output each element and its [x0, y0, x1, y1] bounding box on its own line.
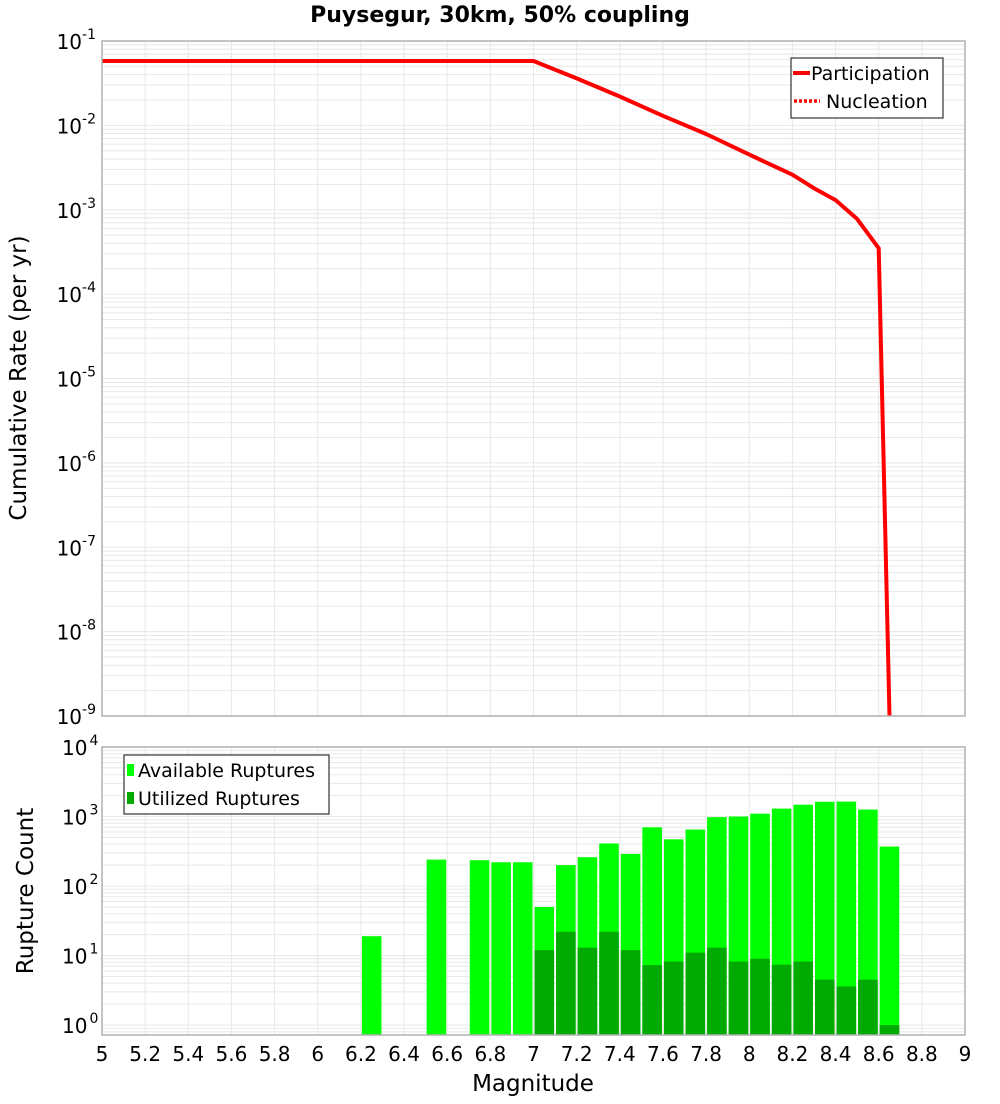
x-tick-label: 5 [96, 1042, 109, 1066]
x-tick-label: 6 [311, 1042, 324, 1066]
available-legend-swatch [127, 764, 134, 776]
available-bar [858, 809, 878, 1035]
x-tick-label: 9 [959, 1042, 972, 1066]
top-plot-frame [101, 40, 966, 717]
y-tick-label: 10 4 [62, 733, 98, 760]
x-tick-label: 6.8 [474, 1042, 506, 1066]
utilized-legend-label: Utilized Ruptures [138, 788, 300, 810]
utilized-bar [879, 1025, 900, 1035]
top-y-axis-label: Cumulative Rate (per yr) [6, 235, 32, 520]
y-tick-label: 10 1 [62, 942, 98, 969]
y-tick-label: 10-9 [57, 702, 96, 729]
x-tick-label: 8.4 [820, 1042, 852, 1066]
available-bar [879, 846, 900, 1035]
x-tick-label: 6.6 [431, 1042, 463, 1066]
available-bar [426, 859, 447, 1035]
bottom-plot-frame [101, 746, 966, 1036]
utilized-bar [599, 931, 619, 1035]
utilized-bar [858, 979, 878, 1035]
utilized-bar [814, 979, 835, 1035]
utilized-bar [728, 961, 749, 1035]
x-axis-label: Magnitude [472, 1071, 594, 1097]
y-tick-label: 10-5 [57, 365, 96, 392]
top-y-axis-ticks: 10-1 10-2 10-3 10-4 10-5 10-6 10-7 10-8 10-9 [57, 27, 97, 729]
y-tick-label: 10-4 [57, 280, 97, 307]
top-legend-box [790, 57, 944, 119]
y-tick-label: 10 0 [62, 1011, 98, 1038]
utilized-bar [707, 947, 727, 1035]
x-tick-label: 8 [743, 1042, 756, 1066]
y-tick-label: 10-2 [57, 111, 96, 138]
x-tick-label: 7.4 [604, 1042, 636, 1066]
utilized-bar [685, 952, 706, 1035]
utilized-bar [556, 931, 576, 1035]
available-legend-label: Available Ruptures [138, 760, 315, 782]
x-tick-label: 7 [527, 1042, 540, 1066]
utilized-bar [577, 947, 598, 1035]
top-legend: Participation Nucleation [790, 57, 944, 119]
y-tick-label: 10-8 [57, 618, 96, 645]
top-plot-lines [102, 59, 892, 717]
utilized-bar [534, 950, 555, 1035]
top-plot-grid [101, 41, 966, 717]
available-bar [836, 801, 857, 1035]
available-bar [469, 860, 490, 1035]
y-tick-label: 10-1 [57, 27, 96, 54]
x-tick-label: 6.4 [388, 1042, 420, 1066]
participation-legend-label: Participation [811, 63, 930, 85]
y-tick-label: 10 3 [62, 803, 98, 830]
x-tick-label: 7.6 [647, 1042, 679, 1066]
x-tick-label: 6.2 [345, 1042, 377, 1066]
utilized-bar [836, 986, 857, 1035]
x-tick-label: 8.2 [776, 1042, 808, 1066]
bottom-legend: Available Ruptures Utilized Ruptures [123, 754, 330, 815]
bottom-legend-box [123, 754, 330, 815]
y-tick-label: 10-3 [57, 196, 96, 223]
available-bar [512, 862, 533, 1035]
available-bar [814, 801, 835, 1035]
utilized-bar [750, 958, 770, 1035]
x-tick-label: 5.4 [172, 1042, 204, 1066]
utilized-bar [771, 964, 792, 1035]
bottom-y-axis-label: Rupture Count [13, 808, 39, 974]
available-bar [361, 936, 382, 1035]
y-tick-label: 10-7 [57, 533, 96, 560]
x-tick-label: 7.2 [561, 1042, 593, 1066]
x-axis-ticks: 5 5.2 5.4 5.6 5.8 6 6.2 6.4 6.6 6.8 7 7.2 7.4 7.6 7.8 8… [96, 1042, 972, 1066]
utilized-bar [642, 965, 662, 1035]
x-tick-label: 5.2 [129, 1042, 161, 1066]
chart-title: Puysegur, 30km, 50% coupling [310, 3, 690, 28]
utilized-legend-swatch [127, 792, 134, 804]
x-tick-label: 5.6 [216, 1042, 248, 1066]
utilized-bar [663, 961, 684, 1035]
x-tick-label: 5.8 [259, 1042, 291, 1066]
nucleation-legend-label: Nucleation [826, 91, 928, 113]
x-tick-label: 8.8 [906, 1042, 938, 1066]
utilized-bar [620, 950, 641, 1035]
x-tick-label: 7.8 [690, 1042, 722, 1066]
y-tick-label: 10-6 [57, 449, 97, 476]
y-tick-label: 10 2 [62, 872, 98, 899]
nucleation-line [102, 59, 891, 717]
bottom-plot-bars [361, 801, 900, 1035]
x-tick-label: 8.6 [863, 1042, 895, 1066]
available-bar [491, 862, 511, 1035]
utilized-bar [793, 961, 813, 1035]
